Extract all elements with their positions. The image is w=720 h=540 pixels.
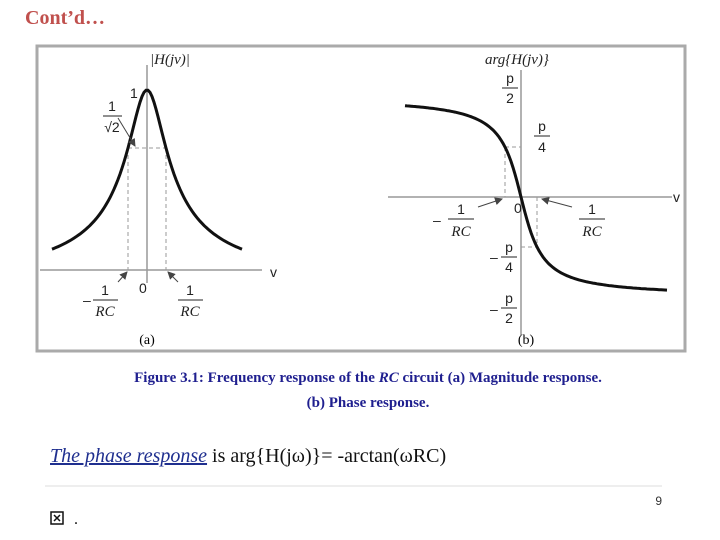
page-number: 9 — [655, 494, 662, 508]
x-axis-label: v — [673, 189, 680, 205]
fraction-num: 1 — [101, 282, 109, 298]
fraction-den: √2 — [104, 119, 120, 135]
sign: – — [433, 212, 441, 228]
arrow — [117, 117, 136, 147]
arrow — [541, 196, 573, 208]
guide-lines — [127, 147, 167, 270]
panel-label: (a) — [139, 333, 155, 348]
fraction-num: p — [505, 290, 513, 306]
fraction-num: 1 — [186, 282, 194, 298]
body-formula: is arg{H(jω)}= -arctan(ωRC) — [212, 445, 446, 467]
fraction-den: 2 — [505, 310, 513, 326]
fraction-den: RC — [94, 304, 115, 320]
caption-text: circuit (a) Magnitude response. — [402, 370, 602, 386]
arrow — [167, 271, 179, 283]
origin-label: 0 — [514, 200, 522, 216]
phase-plot: arg{H(jv)} v p 2 p 4 0 – 1 RC 1 RC – p 4… — [388, 52, 680, 348]
fraction-num: 1 — [108, 98, 116, 114]
slide-title: Cont’d… — [25, 7, 105, 29]
caption-emphasis: RC — [378, 370, 400, 386]
figure-caption: Figure 3.1: Frequency response of the RC… — [134, 370, 602, 386]
body-text: The phase response is arg{H(jω)}= -arcta… — [50, 445, 446, 467]
guide-lines — [504, 146, 538, 248]
caption-text: Figure 3.1: Frequency response of the — [134, 370, 375, 386]
x-axis-label: v — [270, 264, 277, 280]
fraction-den: RC — [179, 304, 200, 320]
magnitude-plot: |H(jv)| v 1 1 √2 0 – 1 RC 1 RC (a) — [40, 52, 277, 348]
panel-label: (b) — [518, 333, 535, 348]
arrow — [117, 271, 128, 283]
sign: – — [490, 301, 498, 317]
fraction-den: 2 — [506, 90, 514, 106]
sign: – — [83, 292, 91, 308]
fraction-num: p — [505, 239, 513, 255]
figure-frame — [35, 44, 687, 353]
fraction-den: RC — [450, 224, 471, 240]
magnitude-curve — [51, 88, 243, 251]
peak-label: 1 — [130, 85, 138, 101]
figure-caption: (b) Phase response. — [307, 395, 430, 411]
fraction-num: 1 — [588, 201, 596, 217]
fraction-num: p — [538, 118, 546, 134]
origin-label: 0 — [139, 280, 147, 296]
bullet-text: . — [74, 511, 78, 528]
fraction-den: RC — [581, 224, 602, 240]
fraction-den: 4 — [538, 139, 546, 155]
fraction-den: 4 — [505, 259, 513, 275]
y-axis-label: arg{H(jv)} — [485, 52, 549, 68]
bullet-icon — [50, 511, 64, 525]
y-axis-label: |H(jv)| — [150, 52, 190, 68]
fraction-num: p — [506, 70, 514, 86]
arrow — [477, 197, 503, 208]
phase-curve — [404, 104, 668, 292]
fraction-num: 1 — [457, 201, 465, 217]
body-term: The phase response — [50, 445, 207, 467]
sign: – — [490, 249, 498, 265]
